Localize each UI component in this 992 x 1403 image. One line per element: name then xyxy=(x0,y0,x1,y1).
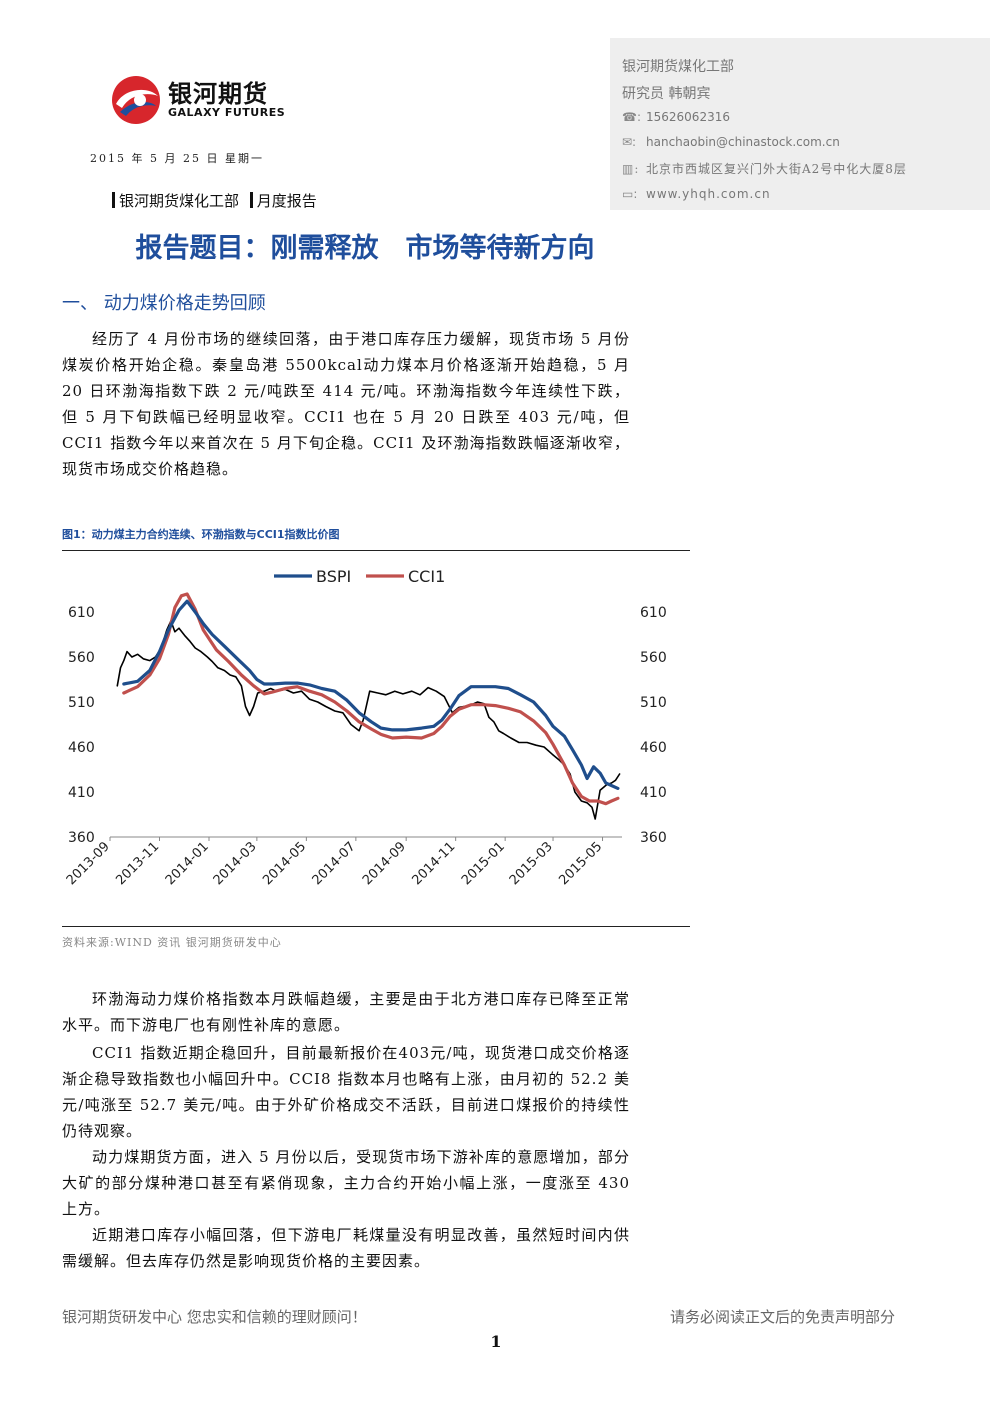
footer-slogan: 银河期货研发中心 您忠实和信赖的理财顾问！ xyxy=(62,1308,367,1326)
y-tick-label-right: 560 xyxy=(640,650,667,666)
contact-email[interactable]: hanchaobin@chinastock.com.cn xyxy=(646,135,840,149)
y-tick-label-left: 410 xyxy=(68,785,95,801)
x-tick-label: 2014-11 xyxy=(409,839,458,888)
report-tags: 银河期货煤化工部 月度报告 xyxy=(112,190,317,211)
email-icon: ✉: xyxy=(622,135,637,149)
figure-source: 资料来源:WIND 资讯 银河期货研发中心 xyxy=(62,936,282,949)
x-tick-label: 2013-09 xyxy=(64,839,113,888)
company-logo: 银河期货 GALAXY FUTURES xyxy=(110,70,310,130)
body-paragraph: 环渤海动力煤价格指数本月跌幅趋缓，主要是由于北方港口库存已降至正常水平。而下游电… xyxy=(62,990,630,1034)
series-line-futures xyxy=(116,620,621,820)
series-line-cci1 xyxy=(122,592,620,806)
building-icon: ▥: xyxy=(622,162,640,176)
x-tick-label: 2014-03 xyxy=(211,839,260,888)
body-paragraph: 近期港口库存小幅回落，但下游电厂耗煤量没有明显改善，虽然短时间内供需缓解。但去库… xyxy=(62,1226,630,1270)
tag-divider xyxy=(249,192,253,208)
y-tick-label-left: 610 xyxy=(68,605,95,621)
footer-disclaimer-note: 请务必阅读正文后的免责声明部分 xyxy=(670,1308,896,1326)
legend-label: CCI1 xyxy=(408,567,445,586)
chart-series xyxy=(116,592,621,820)
x-tick-label: 2014-01 xyxy=(163,839,212,888)
x-tick-label: 2014-05 xyxy=(260,839,309,888)
figure-caption: 图1：动力煤主力合约连续、环渤指数与CCI1指数比价图 xyxy=(62,528,340,541)
figure-bottom-rule xyxy=(62,926,690,927)
y-tick-label-left: 360 xyxy=(68,830,95,846)
logo-english-name: GALAXY FUTURES xyxy=(168,106,286,119)
y-axis-right: 360 410 460 510 560 610 xyxy=(640,605,667,846)
series-line-bspi xyxy=(122,599,620,790)
body-paragraph: 经历了 4 月份市场的继续回落，由于港口库存压力缓解，现货市场 5 月份煤炭价格… xyxy=(62,330,630,478)
y-tick-label-right: 360 xyxy=(640,830,667,846)
y-tick-label-right: 610 xyxy=(640,605,667,621)
contact-address-row: ▥: 北京市西城区复兴门外大街A2号中化大厦8层 xyxy=(622,160,907,177)
x-tick-label: 2015-01 xyxy=(459,839,508,888)
contact-email-row: ✉: hanchaobin@chinastock.com.cn xyxy=(622,135,840,149)
body-paragraph: 动力煤期货方面，进入 5 月份以后，受现货市场下游补库的意愿增加，部分大矿的部分… xyxy=(62,1148,630,1218)
y-tick-label-right: 460 xyxy=(640,740,667,756)
price-comparison-chart: BSPI CCI1 360 410 460 510 560 610 360 410 460 510… xyxy=(64,567,667,888)
x-tick-label: 2014-09 xyxy=(360,839,409,888)
logo-chinese-name: 银河期货 xyxy=(168,80,268,108)
contact-address: 北京市西城区复兴门外大街A2号中化大厦8层 xyxy=(646,162,907,176)
figure-top-rule xyxy=(62,550,690,551)
y-tick-label-right: 510 xyxy=(640,695,667,711)
contact-analyst: 研究员 韩朝宾 xyxy=(622,86,711,102)
contact-website-row: ▭: www.yhqh.com.cn xyxy=(622,187,771,201)
monitor-icon: ▭: xyxy=(622,187,638,201)
phone-icon: ☎: xyxy=(622,110,641,124)
y-tick-label-right: 410 xyxy=(640,785,667,801)
contact-phone-row: ☎: 15626062316 xyxy=(622,110,730,124)
chart-legend: BSPI CCI1 xyxy=(274,567,445,586)
legend-label: BSPI xyxy=(316,567,351,586)
x-tick-label: 2014-07 xyxy=(310,839,359,888)
x-tick-label: 2015-05 xyxy=(556,839,605,888)
y-tick-label-left: 460 xyxy=(68,740,95,756)
contact-website[interactable]: www.yhqh.com.cn xyxy=(646,187,771,201)
x-tick-label: 2013-11 xyxy=(113,839,162,888)
page-number: 1 xyxy=(490,1332,502,1351)
x-tick-label: 2015-03 xyxy=(507,839,556,888)
report-date: 2015 年 5 月 25 日 星期一 xyxy=(90,152,264,165)
contact-phone: 15626062316 xyxy=(646,110,730,124)
body-paragraph: CCI1 指数近期企稳回升，目前最新报价在403元/吨，现货港口成交价格逐渐企稳… xyxy=(62,1044,630,1140)
tag-department: 银河期货煤化工部 xyxy=(119,192,240,210)
tag-divider xyxy=(112,192,115,208)
section-heading: 一、 动力煤价格走势回顾 xyxy=(62,293,266,314)
contact-box: 银河期货煤化工部 研究员 韩朝宾 ☎: 15626062316 ✉: hanchao… xyxy=(610,38,990,210)
report-title: 报告题目：刚需释放 市场等待新方向 xyxy=(135,233,595,264)
contact-department: 银河期货煤化工部 xyxy=(622,59,734,75)
y-axis-left: 360 410 460 510 560 610 xyxy=(68,605,95,846)
galaxy-logo-icon xyxy=(112,76,160,124)
tag-report-type: 月度报告 xyxy=(256,192,317,210)
y-tick-label-left: 560 xyxy=(68,650,95,666)
y-tick-label-left: 510 xyxy=(68,695,95,711)
